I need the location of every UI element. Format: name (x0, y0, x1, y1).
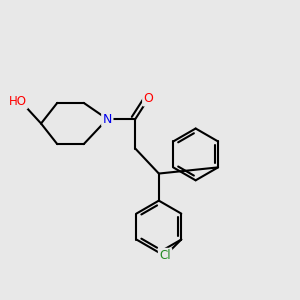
Text: HO: HO (8, 95, 26, 108)
Text: N: N (103, 112, 112, 126)
Text: O: O (144, 92, 154, 105)
Text: Cl: Cl (159, 249, 171, 262)
